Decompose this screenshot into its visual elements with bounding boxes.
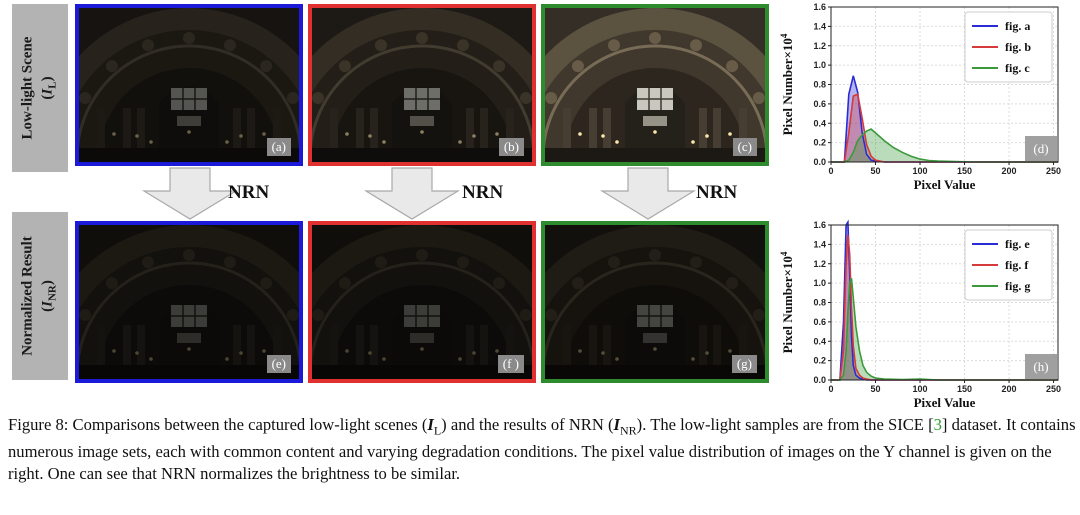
row-label-normalized-text: Normalized Result <box>19 236 36 356</box>
dome-scene-image <box>545 8 765 162</box>
panel-tag-label: (d) <box>1033 141 1048 156</box>
row-label-normalized: Normalized Result (INR) <box>12 212 68 380</box>
series-line-fig--c <box>831 128 1058 163</box>
x-tick-label: 50 <box>871 384 881 394</box>
panel-tag-g: (g) <box>731 355 757 373</box>
nrn-label-1: NRN <box>228 182 270 203</box>
legend <box>964 11 1053 83</box>
series-area-fig--a <box>831 75 1058 162</box>
row-label-low-light: Low-light Scene (IL) <box>12 4 68 172</box>
y-tick-label: 1.4 <box>813 21 826 31</box>
series-area-fig--b <box>831 94 1058 162</box>
legend-label: fig. g <box>1005 279 1030 293</box>
dome-scene-image <box>312 225 532 379</box>
panel-tag-box <box>1025 136 1057 161</box>
y-tick-label: 1.6 <box>813 2 826 12</box>
y-tick-label: 1.4 <box>813 239 826 249</box>
y-tick-label: 1.6 <box>813 220 826 230</box>
y-tick-label: 0.6 <box>813 99 826 109</box>
x-tick-label: 50 <box>871 166 881 176</box>
image-panel-b: (b) <box>308 4 536 166</box>
y-tick-label: 1.2 <box>813 41 826 51</box>
dome-scene-image <box>79 225 299 379</box>
panel-tag-a: (a) <box>266 138 291 156</box>
dome-scene-image <box>545 225 765 379</box>
x-tick-label: 100 <box>913 166 928 176</box>
series-area-fig--c <box>831 129 1058 162</box>
x-tick-label: 150 <box>957 384 972 394</box>
histogram-chart-h: 0.0 0.2 0.4 0.6 0.8 1.0 1.2 1.4 1.6 0 50 100 150 200 2… <box>779 219 1061 410</box>
legend-label: fig. c <box>1005 61 1030 75</box>
legend-label: fig. a <box>1005 19 1030 33</box>
x-tick-label: 250 <box>1046 166 1061 176</box>
down-arrow-icon <box>141 167 239 220</box>
y-tick-label: 0.8 <box>813 80 826 90</box>
x-axis-label: Pixel Value <box>914 177 976 192</box>
figure-caption: Figure 8: Comparisons between the captur… <box>8 415 1076 484</box>
image-panel-a: (a) <box>75 4 303 166</box>
y-axis-label: Pixel Number×104 <box>779 251 795 353</box>
citation-link[interactable]: 3 <box>933 415 942 434</box>
nrn-label-2: NRN <box>462 182 504 203</box>
histogram-chart-d: 0.0 0.2 0.4 0.6 0.8 1.0 1.2 1.4 1.6 0 50 100 150 200 2… <box>779 2 1061 192</box>
image-panel-f: (f ) <box>308 221 536 383</box>
y-tick-label: 0.4 <box>813 336 826 346</box>
down-arrow-icon <box>363 167 461 220</box>
y-tick-label: 0.2 <box>813 356 826 366</box>
y-tick-label: 1.0 <box>813 278 826 288</box>
x-tick-label: 200 <box>1002 384 1017 394</box>
image-panel-g: (g) <box>541 221 769 383</box>
row-label-normalized-symbol: (INR) <box>39 280 59 312</box>
row-label-low-light-symbol: (IL) <box>39 76 59 100</box>
y-tick-label: 0.0 <box>813 157 826 167</box>
x-tick-label: 150 <box>957 166 972 176</box>
panel-tag-c: (c) <box>732 138 757 156</box>
nrn-label-3: NRN <box>696 182 738 203</box>
legend-label: fig. b <box>1005 40 1031 54</box>
panel-tag-label: (h) <box>1033 359 1048 374</box>
y-tick-label: 0.4 <box>813 118 826 128</box>
legend <box>964 229 1053 301</box>
x-tick-label: 0 <box>828 166 833 176</box>
y-tick-label: 1.0 <box>813 60 826 70</box>
x-tick-label: 250 <box>1046 384 1061 394</box>
image-panel-e: (e) <box>75 221 303 383</box>
y-tick-label: 0.6 <box>813 317 826 327</box>
image-panel-c: (c) <box>541 4 769 166</box>
row-label-low-light-text: Low-light Scene <box>19 36 36 140</box>
y-tick-label: 0.8 <box>813 298 826 308</box>
legend-label: fig. e <box>1005 237 1030 251</box>
x-axis-label: Pixel Value <box>914 395 976 410</box>
panel-tag-f: (f ) <box>497 355 524 373</box>
x-tick-label: 0 <box>828 384 833 394</box>
y-tick-label: 0.2 <box>813 138 826 148</box>
y-tick-label: 0.0 <box>813 375 826 385</box>
down-arrow-icon <box>599 167 697 220</box>
x-tick-label: 200 <box>1002 166 1017 176</box>
y-axis-label: Pixel Number×104 <box>779 33 795 135</box>
panel-tag-b: (b) <box>498 138 524 156</box>
dome-scene-image <box>312 8 532 162</box>
panel-tag-e: (e) <box>266 355 291 373</box>
legend-label: fig. f <box>1005 258 1029 272</box>
y-tick-label: 1.2 <box>813 259 826 269</box>
x-tick-label: 100 <box>913 384 928 394</box>
panel-tag-box <box>1025 354 1057 379</box>
dome-scene-image <box>79 8 299 162</box>
